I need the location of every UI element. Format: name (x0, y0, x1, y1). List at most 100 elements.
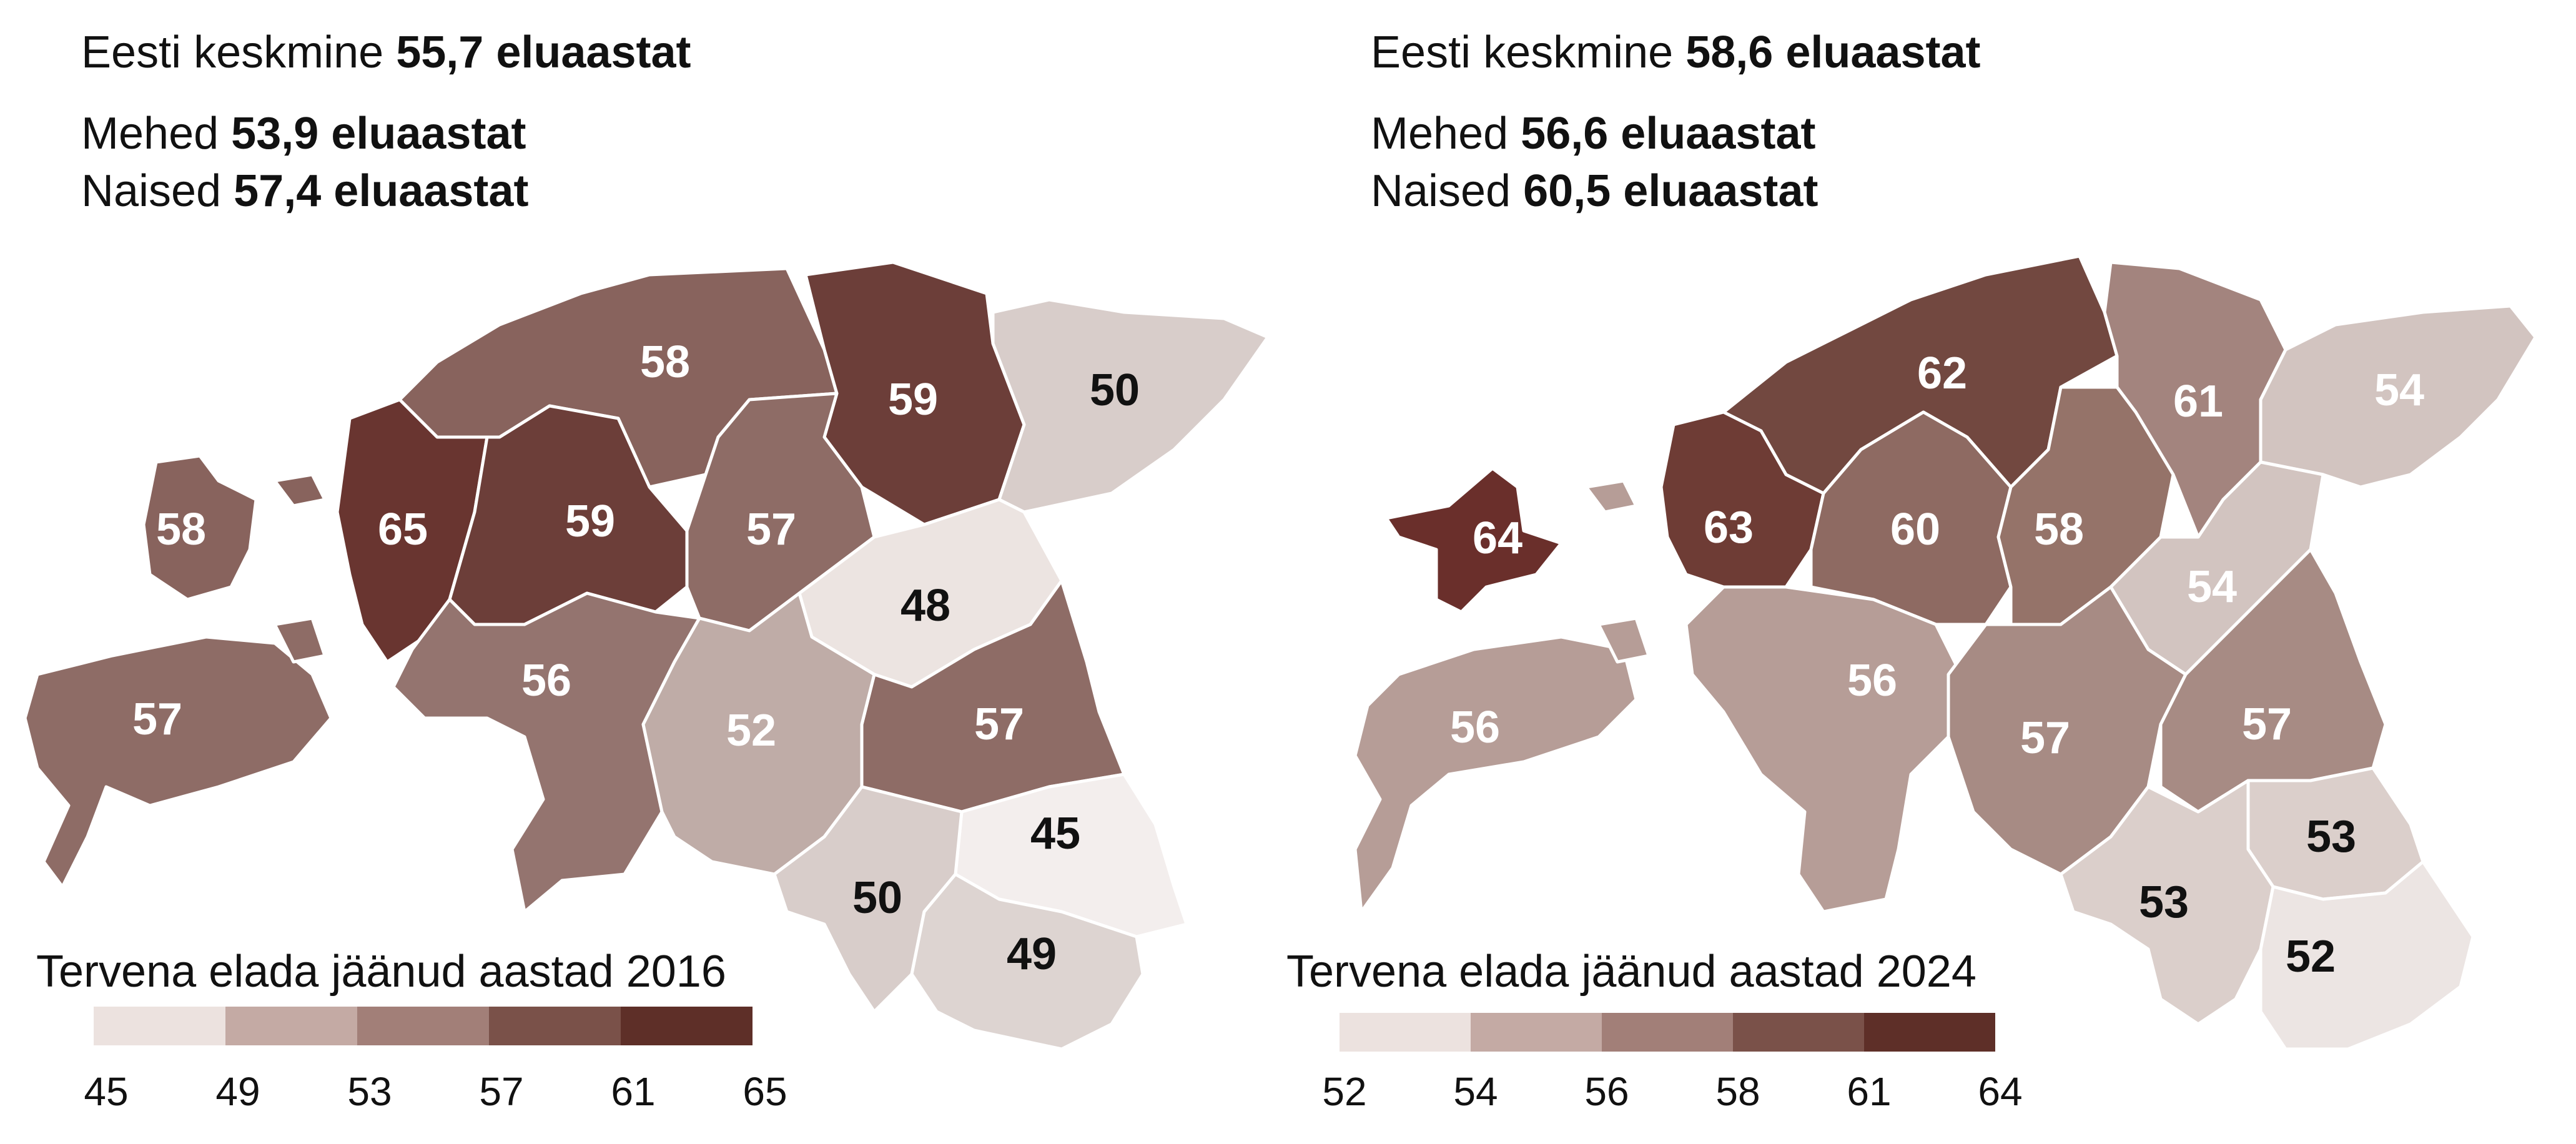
legend-tick-label: 64 (1978, 1069, 2023, 1114)
region-value-label: 49 (1007, 929, 1057, 979)
region-value-label: 54 (2187, 562, 2237, 612)
men-average-label: Mehed (1371, 109, 1509, 159)
men-average-value: 56,6 eluaastat (1521, 109, 1816, 159)
county-region: 52 (2259, 860, 2475, 1051)
men-average-2016: Mehed 53,9 eluaastat (81, 111, 526, 156)
county-region: 57 (1947, 585, 2188, 876)
region-value-label: 54 (2374, 365, 2424, 415)
legend-tick-label: 54 (1453, 1069, 1498, 1114)
region-value-label: 57 (974, 699, 1024, 749)
legend-color-swatch (1471, 1013, 1602, 1052)
legend-tick-label: 53 (347, 1069, 392, 1114)
region-value-label: 48 (901, 581, 950, 631)
county-region: 56 (1353, 635, 1638, 914)
region-value-label: 63 (1704, 503, 1754, 553)
county-region: 53 (2246, 766, 2425, 901)
legend-color-swatch (1864, 1013, 1995, 1052)
estonia-average-label: Eesti keskmine (81, 27, 384, 77)
region-value-label: 60 (1890, 505, 1940, 555)
legend-color-bar-2024 (1340, 1013, 1995, 1052)
legend-tick-label: 57 (479, 1069, 524, 1114)
county-region: 57 (2159, 548, 2387, 814)
region-value-label: 50 (1090, 365, 1140, 415)
region-value-label: 57 (2020, 713, 2070, 763)
women-average-label: Naised (1371, 166, 1511, 216)
legend-color-swatch (1602, 1013, 1733, 1052)
legend-tick-label: 61 (611, 1069, 656, 1114)
region-value-label: 57 (132, 694, 182, 744)
legend-tick-label: 45 (84, 1069, 129, 1114)
legend-title-2024: Tervena elada jäänud aastad 2024 (1286, 947, 1976, 997)
legend-color-swatch (1733, 1013, 1864, 1052)
county-region: 56 (1684, 585, 1963, 914)
women-average-2024: Naised 60,5 eluaastat (1371, 169, 1818, 214)
legend-color-swatch (94, 1007, 225, 1045)
legend-color-swatch (489, 1007, 621, 1045)
region-value-label: 62 (1917, 348, 1967, 398)
women-average-label: Naised (81, 166, 222, 216)
region-value-label: 58 (640, 337, 690, 387)
county-region: 53 (2059, 779, 2275, 1026)
region-value-label: 56 (521, 656, 571, 706)
legend-color-swatch (225, 1007, 357, 1045)
region-value-label: 61 (2173, 377, 2223, 427)
estonia-average-2024: Eesti keskmine 58,6 eluaastat (1371, 30, 1980, 75)
women-average-value: 57,4 eluaastat (234, 166, 529, 216)
region-value-label: 59 (888, 375, 938, 425)
county-region: 63 (1659, 410, 1825, 589)
men-average-label: Mehed (81, 109, 219, 159)
region-value-label: 59 (565, 496, 615, 546)
region-value-label: 56 (1847, 656, 1897, 706)
region-value-label: 52 (726, 706, 776, 756)
region-value-label: 53 (2306, 812, 2356, 862)
men-average-2024: Mehed 56,6 eluaastat (1371, 111, 1815, 156)
county-region: 52 (641, 591, 876, 876)
county-region: 64 (1384, 466, 1563, 614)
estonia-average-value: 58,6 eluaastat (1685, 27, 1981, 77)
region-value-label: 53 (2139, 877, 2189, 927)
county-region: 58 (1996, 385, 2175, 626)
county-region: 50 (991, 298, 1270, 514)
legend-tick-label: 56 (1584, 1069, 1629, 1114)
legend-tick-label: 61 (1847, 1069, 1892, 1114)
island-shape (1584, 479, 1638, 514)
region-value-label: 57 (746, 505, 796, 555)
region-value-label: 58 (156, 505, 206, 555)
legend-color-swatch (621, 1007, 753, 1045)
county-region: 54 (2259, 304, 2537, 489)
estonia-average-2016: Eesti keskmine 55,7 eluaastat (81, 30, 691, 75)
map-panel-2024: Eesti keskmine 58,6 eluaastat Mehed 56,6… (1286, 0, 2573, 1144)
estonia-average-value: 55,7 eluaastat (396, 27, 691, 77)
map-panel-2016: Eesti keskmine 55,7 eluaastat Mehed 53,9… (0, 0, 1286, 1144)
legend-color-swatch (1340, 1013, 1471, 1052)
county-region: 56 (392, 591, 701, 914)
island-shape (273, 473, 327, 508)
legend-tick-label: 52 (1322, 1069, 1367, 1114)
island-shape (1597, 616, 1651, 664)
legend-tick-label: 58 (1715, 1069, 1760, 1114)
region-value-label: 56 (1450, 703, 1500, 752)
county-region: 49 (910, 872, 1145, 1051)
legend-title-2016: Tervena elada jäänud aastad 2016 (36, 947, 726, 997)
county-region: 58 (142, 454, 258, 601)
men-average-value: 53,9 eluaastat (231, 109, 526, 159)
region-value-label: 58 (2034, 505, 2084, 555)
region-value-label: 52 (2286, 932, 2336, 982)
region-value-label: 57 (2242, 699, 2292, 749)
legend-tick-label: 49 (215, 1069, 260, 1114)
legend-color-swatch (357, 1007, 489, 1045)
estonia-county-map-2024: 62 61 54 64 63 60 58 (1353, 254, 2537, 1051)
estonia-average-label: Eesti keskmine (1371, 27, 1674, 77)
region-value-label: 45 (1030, 809, 1080, 859)
region-value-label: 65 (378, 505, 428, 555)
women-average-value: 60,5 eluaastat (1523, 166, 1818, 216)
legend-tick-label: 65 (743, 1069, 787, 1114)
county-region: 45 (954, 772, 1188, 939)
region-value-label: 50 (852, 873, 902, 923)
legend-color-bar-2016 (94, 1007, 753, 1045)
island-shape (273, 616, 327, 664)
county-region: 48 (797, 498, 1063, 689)
women-average-2016: Naised 57,4 eluaastat (81, 169, 528, 214)
county-region: 57 (23, 635, 333, 889)
region-value-label: 64 (1473, 513, 1522, 563)
